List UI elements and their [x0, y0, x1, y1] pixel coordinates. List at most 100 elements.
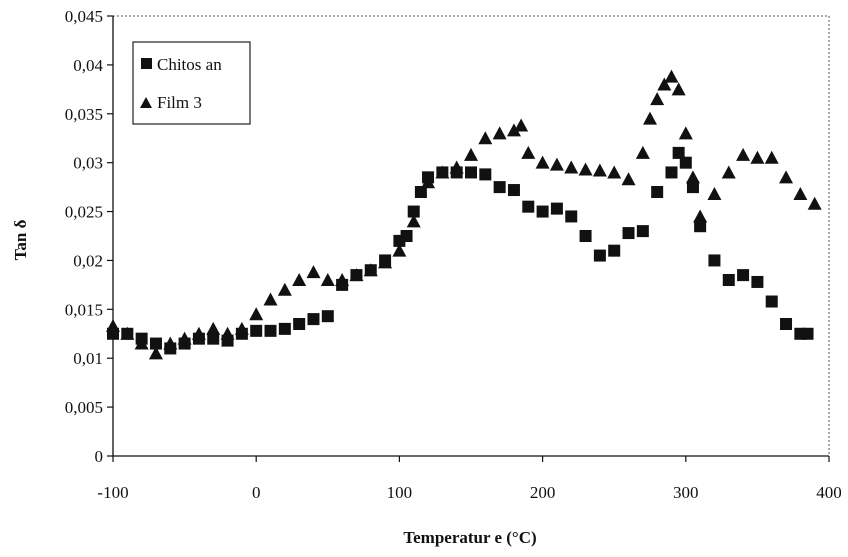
- film3-point: [721, 165, 736, 179]
- chitosan-point: [414, 186, 427, 198]
- chitosan-point: [722, 274, 735, 286]
- film3-point: [263, 292, 278, 306]
- x-tick-label: 400: [816, 483, 842, 502]
- film3-point: [306, 265, 321, 279]
- film3-point: [514, 118, 529, 132]
- film3-point: [478, 131, 493, 145]
- chitosan-point: [307, 313, 320, 326]
- film3-point: [671, 82, 686, 96]
- legend-label-film3: Film 3: [157, 93, 202, 112]
- film3-point: [793, 186, 808, 200]
- chitosan-point: [665, 166, 678, 179]
- chitosan-point: [465, 166, 477, 179]
- y-axis: 0 0,005 0,01 0,015 0,02 0,025 0,03 0,035 0,04 0,0…: [65, 7, 114, 466]
- film3-point: [320, 273, 335, 286]
- film3-point: [607, 165, 622, 179]
- x-tick-label: 100: [387, 483, 413, 502]
- film3-point: [120, 326, 135, 340]
- film3-point: [148, 346, 163, 360]
- chitosan-point: [278, 322, 291, 335]
- x-tick-label: 0: [252, 483, 261, 502]
- chitosan-point: [507, 184, 520, 197]
- film3-point: [163, 336, 178, 350]
- legend-label-chitosan: Chitos an: [157, 55, 222, 74]
- film3-point: [378, 255, 393, 269]
- film3-point: [292, 273, 307, 286]
- y-tick-label: 0,035: [65, 105, 103, 124]
- chitosan-point: [672, 146, 685, 159]
- legend-marker-film3: [140, 97, 152, 108]
- film3-point: [521, 145, 536, 159]
- film3-point: [349, 268, 364, 282]
- chitosan-point: [522, 200, 535, 213]
- film3-point: [750, 150, 765, 164]
- film3-point: [664, 69, 679, 83]
- film3-point: [635, 145, 650, 159]
- y-tick-label: 0,04: [73, 56, 103, 75]
- chitosan-point: [565, 210, 578, 223]
- series-layer: [106, 69, 822, 360]
- chitosan-point: [694, 220, 707, 233]
- film3-point: [578, 162, 593, 176]
- chitosan-point: [679, 156, 692, 169]
- chitosan-point: [493, 181, 506, 194]
- film3-point: [693, 209, 708, 223]
- chitosan-point: [321, 310, 334, 323]
- series-film3: [106, 69, 822, 360]
- x-tick-label: 300: [673, 483, 699, 502]
- film3-point: [707, 186, 722, 200]
- film3-point: [392, 243, 407, 257]
- film3-point: [406, 214, 421, 228]
- film3-point: [657, 77, 672, 91]
- film3-point: [464, 147, 478, 161]
- film3-point: [492, 126, 507, 140]
- film3-point: [177, 331, 192, 345]
- chitosan-point: [708, 254, 721, 267]
- film3-point: [249, 307, 264, 321]
- legend-marker-chitosan: [141, 58, 152, 69]
- chitosan-point: [407, 205, 420, 218]
- y-tick-label: 0,01: [73, 349, 103, 368]
- chitosan-point: [400, 230, 413, 242]
- chitosan-point: [593, 249, 606, 262]
- film3-point: [736, 147, 751, 161]
- chitosan-point: [686, 181, 699, 194]
- film3-point: [277, 282, 292, 296]
- film3-point: [678, 126, 693, 140]
- chitosan-point: [622, 227, 635, 240]
- chitosan-point: [264, 324, 277, 337]
- x-tick-label: 200: [530, 483, 556, 502]
- film3-point: [764, 150, 779, 164]
- film3-point: [592, 163, 607, 177]
- film3-point: [621, 172, 636, 186]
- chitosan-point: [479, 168, 492, 181]
- legend: Chitos an Film 3: [132, 41, 251, 125]
- y-tick-label: 0,045: [65, 7, 103, 26]
- film3-point: [134, 336, 149, 350]
- chitosan-point: [550, 202, 563, 215]
- chitosan-point: [536, 205, 549, 218]
- film3-point: [206, 321, 221, 335]
- film3-point: [191, 326, 206, 340]
- y-tick-label: 0,02: [73, 251, 103, 270]
- film3-point: [643, 111, 657, 125]
- y-tick-label: 0,025: [65, 203, 103, 222]
- x-tick-label: -100: [97, 483, 128, 502]
- chitosan-point: [149, 337, 162, 350]
- y-tick-label: 0,015: [65, 300, 103, 319]
- y-tick-label: 0: [95, 447, 104, 466]
- film3-point: [535, 155, 550, 169]
- film3-point: [363, 263, 378, 277]
- chitosan-point: [608, 244, 621, 257]
- y-axis-title: Tan δ: [11, 219, 30, 260]
- y-tick-label: 0,005: [65, 398, 103, 417]
- y-tick-label: 0,03: [73, 154, 103, 173]
- chitosan-point: [207, 332, 220, 345]
- film3-point: [506, 123, 521, 137]
- chitosan-point: [579, 230, 592, 242]
- film3-point: [435, 165, 450, 179]
- chitosan-point: [250, 324, 263, 337]
- chitosan-point: [780, 318, 793, 330]
- film3-point: [685, 170, 700, 184]
- chitosan-point: [293, 318, 306, 330]
